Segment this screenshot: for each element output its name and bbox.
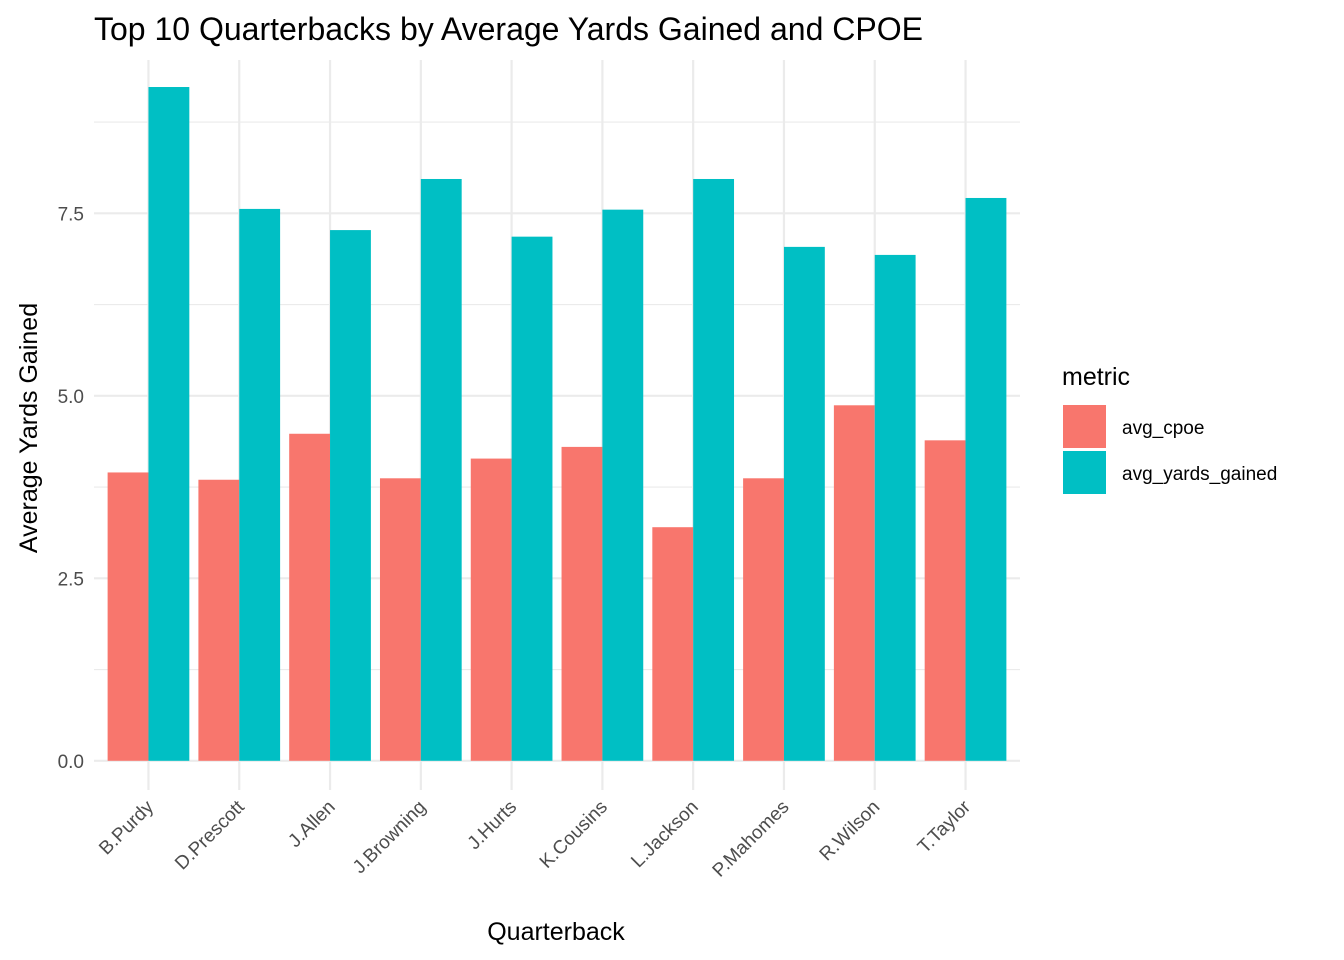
x-tick-label: J.Allen — [284, 797, 339, 852]
x-tick-label: P.Mahomes — [709, 797, 794, 882]
bar-avg_cpoe-T.Taylor — [924, 440, 966, 761]
legend-swatch-avg_yards_gained — [1063, 451, 1106, 494]
y-tick-label: 2.5 — [58, 569, 84, 590]
bar-avg_yards_gained-J.Hurts — [511, 236, 553, 761]
y-tick-label: 0.0 — [58, 752, 84, 773]
bar-avg_cpoe-J.Allen — [289, 433, 331, 761]
bar-avg_yards_gained-T.Taylor — [965, 197, 1007, 761]
legend-swatch-avg_cpoe — [1063, 405, 1106, 448]
x-tick-label: T.Taylor — [914, 796, 976, 858]
bar-avg_yards_gained-L.Jackson — [693, 178, 735, 761]
bar-avg_yards_gained-J.Browning — [420, 178, 462, 761]
x-tick-label: R.Wilson — [816, 797, 885, 866]
y-tick-label: 5.0 — [58, 387, 84, 408]
chart-title: Top 10 Quarterbacks by Average Yards Gai… — [94, 11, 923, 47]
bar-avg_cpoe-J.Hurts — [470, 458, 512, 761]
bar-avg_cpoe-P.Mahomes — [743, 478, 784, 761]
x-axis-ticks: B.Purdy D.Prescott J.Allen J.Browning J.Hurt… — [95, 796, 975, 881]
bar-avg_cpoe-R.Wilson — [833, 405, 875, 761]
bar-avg_cpoe-D.Prescott — [198, 479, 240, 761]
legend-label-avg_cpoe: avg_cpoe — [1122, 418, 1204, 439]
x-tick-label: J.Browning — [349, 797, 430, 878]
x-tick-label: B.Purdy — [95, 796, 158, 859]
x-axis-title: Quarterback — [487, 918, 625, 946]
bar-avg_cpoe-K.Cousins — [561, 446, 603, 761]
x-tick-label: K.Cousins — [536, 797, 612, 873]
bar-avg_yards_gained-D.Prescott — [239, 208, 281, 761]
bars — [107, 87, 1007, 761]
bar-avg_cpoe-J.Browning — [379, 478, 421, 761]
y-axis-title: Average Yards Gained — [15, 303, 43, 553]
bar-avg_cpoe-L.Jackson — [652, 527, 694, 761]
y-axis-ticks: 0.0 2.5 5.0 7.5 — [58, 204, 84, 773]
x-tick-label: J.Hurts — [464, 797, 521, 854]
bar-avg_cpoe-B.Purdy — [107, 472, 149, 761]
bar-avg_yards_gained-R.Wilson — [874, 254, 916, 761]
x-tick-label: D.Prescott — [171, 796, 249, 874]
x-tick-label: L.Jackson — [627, 797, 702, 872]
bar-avg_yards_gained-J.Allen — [330, 230, 371, 761]
bar-avg_yards_gained-P.Mahomes — [783, 246, 825, 761]
y-tick-label: 7.5 — [58, 204, 84, 225]
bar-avg_yards_gained-K.Cousins — [602, 209, 644, 761]
legend: metric avg_cpoe avg_yards_gained — [1062, 363, 1277, 494]
legend-label-avg_yards_gained: avg_yards_gained — [1122, 464, 1277, 485]
legend-title: metric — [1062, 363, 1130, 391]
bar-avg_yards_gained-B.Purdy — [148, 87, 190, 761]
